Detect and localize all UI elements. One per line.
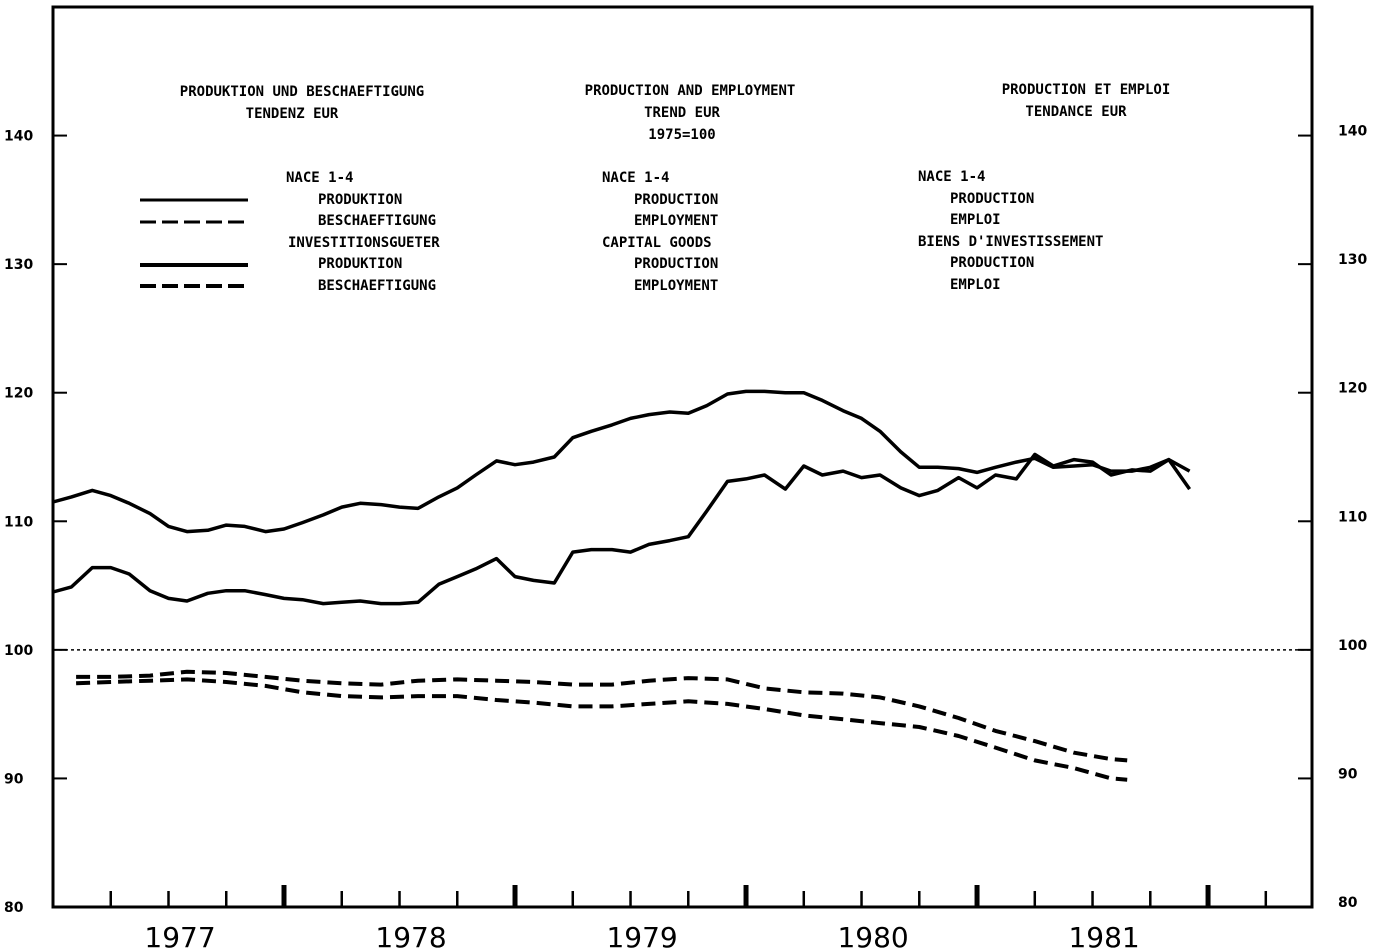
x-year-label: 1978 [375,921,446,951]
legend-fr-production2: PRODUCTION [950,255,1034,271]
y-tick-label-right: 100 [1338,638,1367,654]
series-line-3 [76,677,1128,782]
legend-fr-employment2: EMPLOI [950,277,1001,293]
y-tick-label-right: 80 [1338,895,1358,911]
y-tick-label-right: 90 [1338,766,1358,782]
title-de-line2: TENDENZ EUR [246,106,339,122]
x-year-label: 1977 [144,921,215,951]
y-tick-label-left: 100 [4,643,33,659]
legend-en-group1: NACE 1-4 [602,170,669,186]
y-tick-label-right: 120 [1338,381,1367,397]
legend-en-production1: PRODUCTION [634,192,718,208]
y-tick-label-left: 120 [4,386,33,402]
title-en-line3: 1975=100 [648,127,715,143]
legend-de-production2: PRODUKTION [318,256,402,272]
series-group [52,389,1192,782]
plot-frame [51,5,1314,909]
y-tick-label-left: 90 [4,771,24,787]
legend-en-employment2: EMPLOYMENT [634,278,718,294]
axes: 80 80 90 90 100 100 110 110 120 120 130 130 140 140 19… [4,124,1367,951]
legend-de-group2: INVESTITIONSGUETER [288,235,440,251]
x-year-label: 1981 [1068,921,1139,951]
legend-de-employment1: BESCHAEFTIGUNG [318,213,436,229]
y-tick-label-right: 130 [1338,252,1367,268]
legend-en-employment1: EMPLOYMENT [634,213,718,229]
y-tick-label-left: 140 [4,129,33,145]
x-year-label: 1979 [606,921,677,951]
legend-fr-production1: PRODUCTION [950,191,1034,207]
y-tick-label-right: 110 [1338,509,1367,525]
legend-en-group2: CAPITAL GOODS [602,235,712,251]
legend-fr-employment1: EMPLOI [950,212,1001,228]
title-fr-line1: PRODUCTION ET EMPLOI [1002,82,1171,98]
y-tick-label-left: 80 [4,900,24,916]
y-tick-label-right: 140 [1338,124,1367,140]
title-de-line1: PRODUKTION UND BESCHAEFTIGUNG [180,84,424,100]
y-tick-label-left: 130 [4,257,33,273]
title-en-line2: TREND EUR [644,105,720,121]
series-line-0 [52,389,1191,534]
legend-de-employment2: BESCHAEFTIGUNG [318,278,436,294]
legend-de-production1: PRODUKTION [318,192,402,208]
legend-fr-group1: NACE 1-4 [918,169,985,185]
x-year-label: 1980 [837,921,908,951]
legend-en-production2: PRODUCTION [634,256,718,272]
series-line-2 [52,452,1192,606]
title-en-line1: PRODUCTION AND EMPLOYMENT [585,83,796,99]
series-line-1 [76,669,1128,763]
title-fr-line2: TENDANCE EUR [1025,104,1127,120]
legend-de-group1: NACE 1-4 [286,170,353,186]
y-tick-label-left: 110 [4,514,33,530]
legend-fr-group2: BIENS D'INVESTISSEMENT [918,234,1103,250]
